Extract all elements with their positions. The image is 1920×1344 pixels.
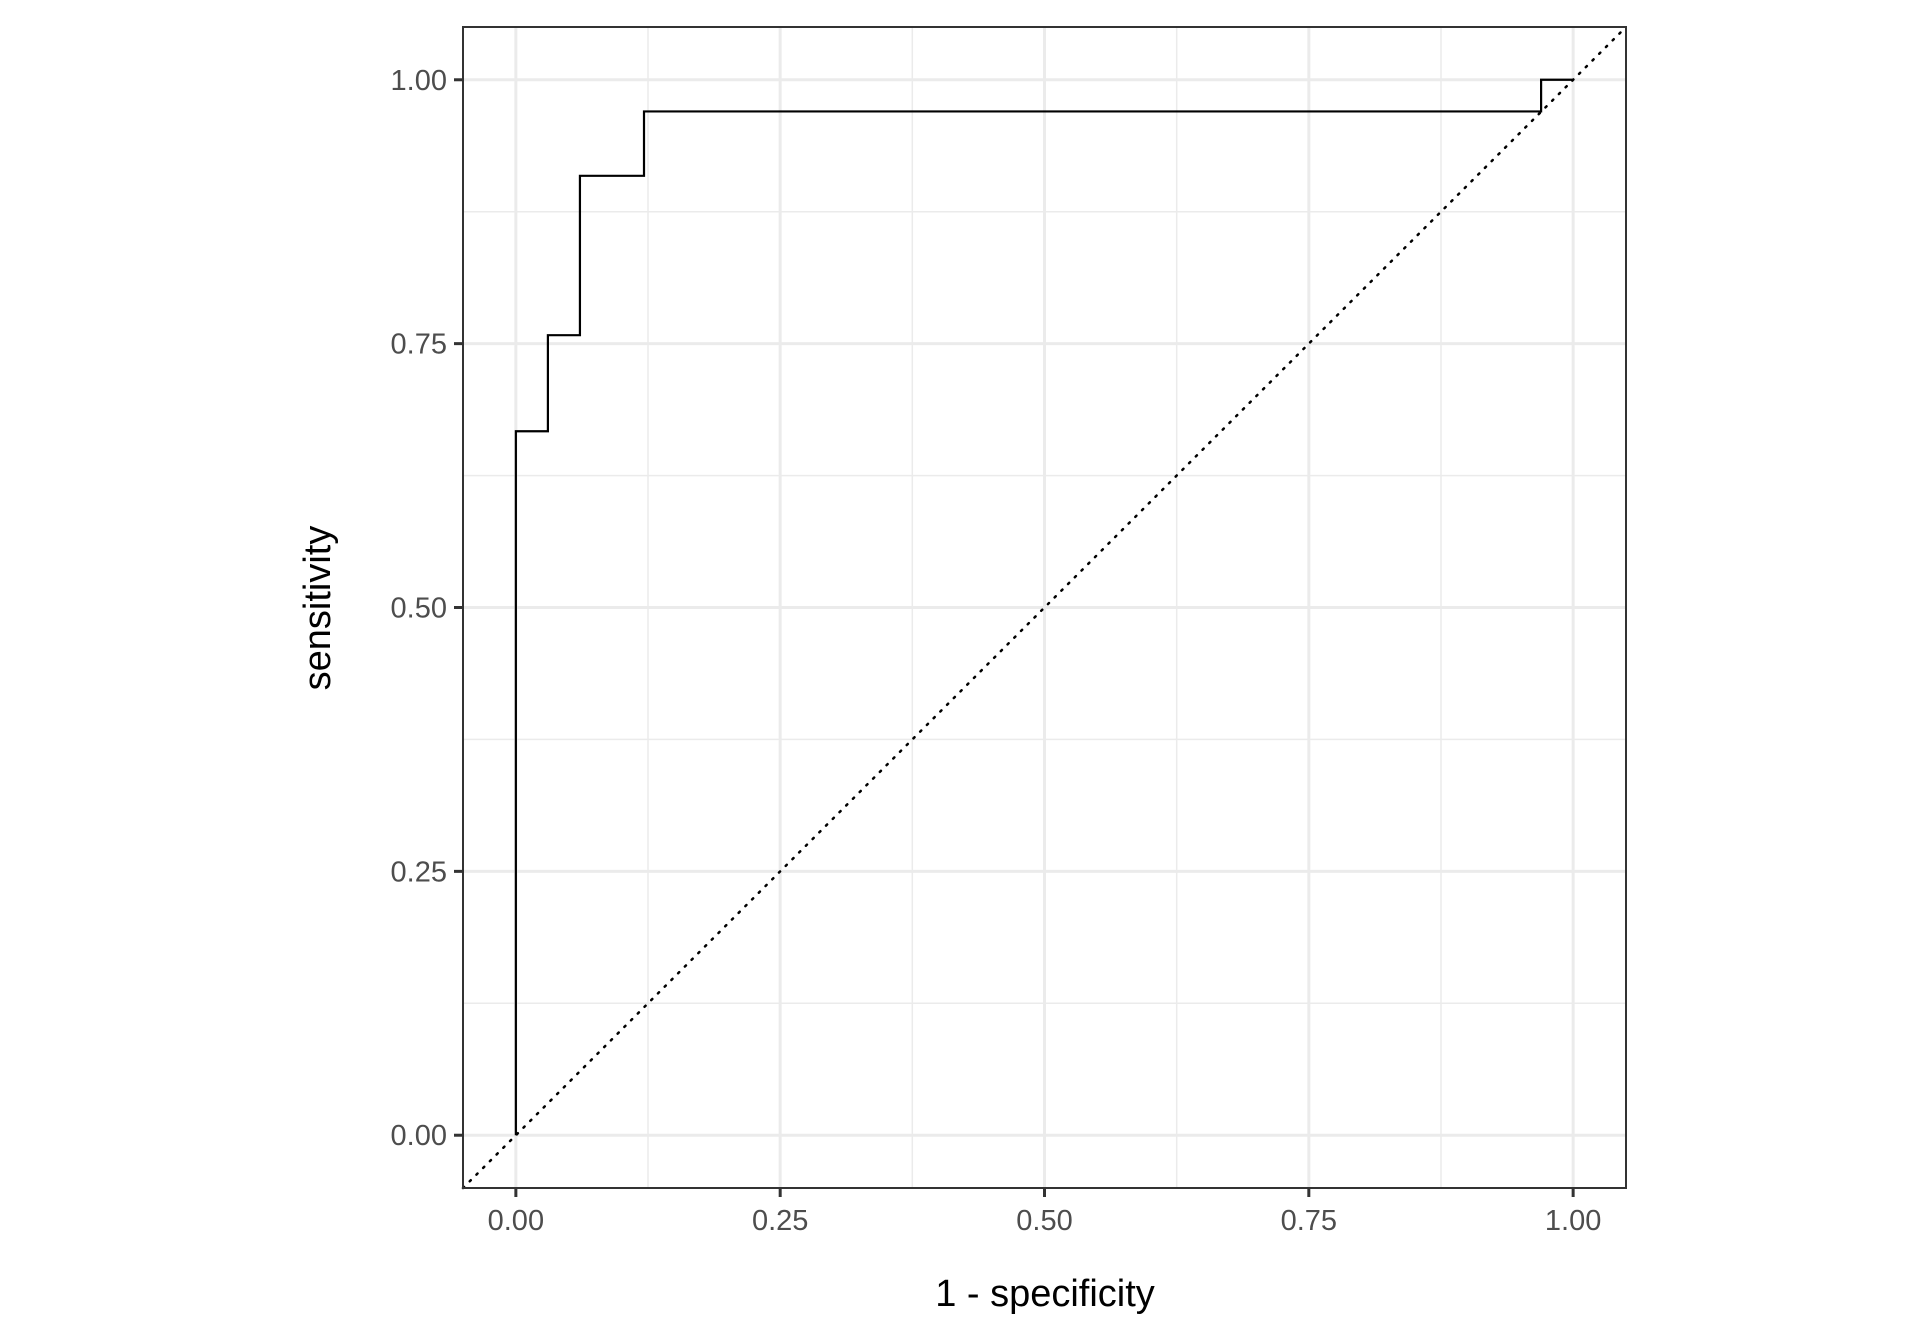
x-axis-title: 1 - specificity	[935, 1273, 1155, 1315]
x-tick-label: 0.00	[488, 1205, 544, 1237]
roc-curve-line	[514, 78, 1574, 1136]
x-tick-label: 0.25	[752, 1205, 808, 1237]
axes: 0.00 0.25 0.50 0.75 1.00 0.00 0.25 0.50 0.75 1.00	[391, 65, 1602, 1237]
y-tick-label: 0.00	[391, 1120, 447, 1152]
series-layer	[461, 25, 1628, 1190]
reference-diagonal-line	[461, 25, 1628, 1190]
y-axis-title: sensitivity	[297, 526, 339, 691]
x-tick-label: 1.00	[1545, 1205, 1601, 1237]
x-tick-label: 0.50	[1016, 1205, 1072, 1237]
y-tick-label: 0.25	[391, 856, 447, 888]
y-tick-label: 1.00	[391, 65, 447, 97]
x-tick-label: 0.75	[1281, 1205, 1337, 1237]
grid-lines	[463, 27, 1626, 1188]
y-tick-label: 0.75	[391, 329, 447, 361]
y-tick-label: 0.50	[391, 593, 447, 625]
